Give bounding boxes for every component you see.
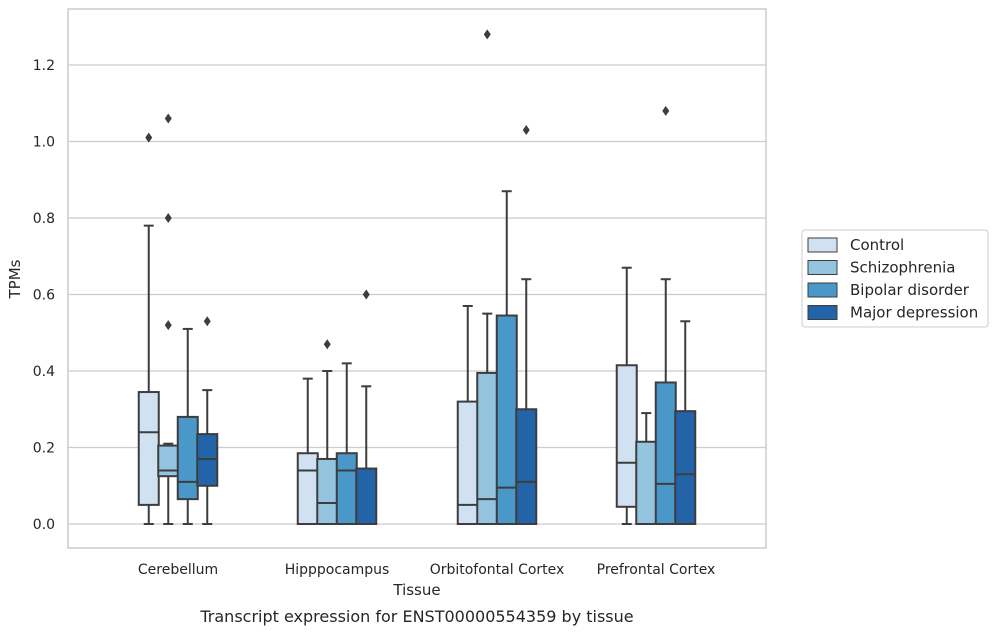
outlier-point: [164, 213, 172, 223]
legend-label: Schizophrenia: [850, 259, 955, 277]
legend-label: Major depression: [850, 304, 978, 322]
box-2-1: [476, 29, 499, 525]
legend-swatch: [807, 282, 838, 298]
x-tick-label: Orbitofontal Cortex: [430, 562, 565, 578]
box-body: [615, 364, 638, 508]
chart-caption: Transcript expression for ENST0000055435…: [199, 607, 633, 626]
x-axis-label: Tissue: [392, 581, 440, 599]
legend: Control Schizophrenia Bipolar disorder Majo…: [801, 229, 989, 328]
plot-frame: [67, 8, 767, 549]
box-0-0: [137, 132, 160, 525]
outlier-point: [323, 339, 331, 350]
outlier-point: [522, 125, 530, 136]
box-body: [476, 371, 499, 525]
box-2-2: [495, 190, 518, 525]
outlier-point: [483, 29, 491, 40]
box-1-3: [355, 289, 378, 526]
box-1-2: [335, 362, 358, 525]
legend-frame: [801, 229, 989, 328]
box-body: [635, 440, 658, 526]
y-tick-label: 0.4: [33, 364, 55, 380]
box-2-0: [456, 304, 479, 526]
box-body: [495, 314, 518, 525]
outlier-point: [662, 105, 670, 116]
box-body: [654, 381, 677, 525]
legend-label: Bipolar disorder: [850, 281, 970, 299]
x-tick-label: Prefrontal Cortex: [597, 562, 716, 578]
box-body: [316, 457, 339, 526]
y-tick-label: 0.0: [33, 517, 55, 533]
box-3-2: [654, 105, 677, 525]
box-body: [335, 452, 358, 525]
box-2-3: [515, 125, 538, 525]
box-body: [674, 410, 697, 526]
legend-swatch: [807, 237, 838, 253]
outlier-point: [164, 320, 172, 331]
box-0-2: [176, 327, 199, 525]
outlier-point: [164, 113, 172, 124]
box-body: [515, 408, 538, 525]
legend-swatch: [807, 260, 838, 275]
outlier-point: [362, 289, 370, 300]
y-tick-label: 0.2: [33, 441, 55, 457]
x-tick-label: Cerebellum: [138, 562, 218, 578]
box-layer: [137, 29, 697, 526]
box-0-1: [157, 113, 180, 525]
legend-label: Control: [850, 236, 904, 254]
y-tick-labels: 0.0 0.2 0.4 0.6 0.8 1.0 1.2: [33, 58, 55, 533]
box-3-0: [615, 266, 638, 525]
y-axis-label: TPMs: [6, 259, 24, 299]
x-tick-labels: Cerebellum Hipppocampus Orbitofontal Corte…: [138, 562, 715, 578]
legend-swatch: [807, 305, 838, 320]
box-body: [157, 444, 180, 478]
box-body: [355, 467, 378, 526]
box-body: [296, 452, 319, 525]
y-tick-label: 0.6: [33, 288, 55, 304]
y-tick-label: 0.8: [33, 211, 55, 227]
box-body: [176, 415, 199, 501]
box-0-3: [196, 316, 219, 525]
y-tick-label: 1.2: [33, 58, 55, 74]
outlier-point: [203, 316, 211, 327]
outlier-point: [145, 132, 153, 143]
box-3-3: [674, 320, 697, 526]
box-body: [137, 391, 160, 506]
x-tick-label: Hipppocampus: [285, 562, 390, 578]
y-tick-label: 1.0: [33, 135, 55, 151]
box-3-1: [635, 412, 658, 526]
